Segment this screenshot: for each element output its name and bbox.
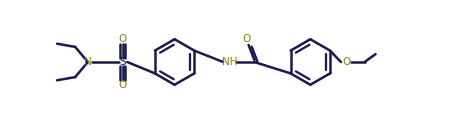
Text: O: O — [342, 57, 350, 67]
Text: N: N — [84, 57, 92, 67]
Text: O: O — [242, 34, 250, 44]
Text: O: O — [119, 34, 127, 44]
Text: O: O — [119, 80, 127, 90]
Text: NH: NH — [222, 57, 237, 67]
Text: S: S — [119, 57, 126, 67]
